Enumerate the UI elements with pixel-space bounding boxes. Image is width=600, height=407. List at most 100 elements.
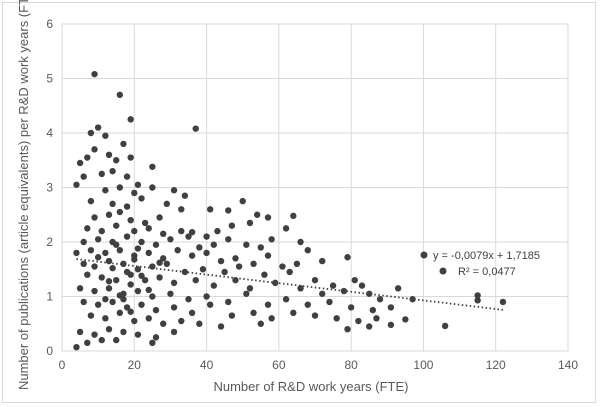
data-point: [123, 173, 131, 180]
data-point: [145, 315, 152, 322]
data-point: [188, 309, 196, 317]
data-point: [91, 146, 98, 153]
data-point: [84, 271, 91, 278]
trendline-equation: y = -0,0079x + 1,7185: [433, 250, 540, 262]
data-point: [290, 212, 297, 220]
data-point: [80, 173, 87, 180]
data-point: [138, 301, 145, 308]
data-point: [225, 207, 232, 214]
data-point: [355, 317, 362, 325]
data-point: [152, 306, 160, 314]
data-point: [98, 170, 105, 178]
data-point: [329, 282, 337, 289]
data-point: [149, 184, 156, 191]
data-point: [134, 266, 142, 273]
data-point: [366, 323, 373, 330]
data-point: [149, 263, 156, 270]
data-point: [246, 285, 254, 292]
data-point: [134, 331, 142, 338]
data-point: [358, 282, 366, 289]
data-point: [84, 154, 91, 161]
data-point: [87, 129, 95, 137]
data-point: [170, 187, 178, 194]
data-point: [228, 222, 236, 229]
data-point: [188, 252, 196, 259]
data-point: [257, 244, 264, 251]
y-tick-label: 2: [46, 235, 53, 249]
x-tick-label: 140: [558, 358, 578, 372]
data-point: [80, 238, 87, 246]
data-point: [94, 254, 102, 261]
data-point: [94, 301, 102, 308]
data-point: [76, 159, 84, 167]
y-tick-label: 4: [46, 126, 53, 140]
data-point: [113, 222, 120, 229]
data-point: [167, 290, 174, 297]
data-point: [102, 132, 109, 139]
data-point: [98, 274, 105, 281]
data-point: [351, 276, 358, 284]
data-point: [98, 336, 105, 344]
data-point: [376, 296, 384, 303]
data-point: [105, 326, 113, 333]
data-point: [261, 271, 268, 278]
data-point: [91, 70, 98, 78]
data-point: [272, 279, 279, 287]
data-point: [109, 200, 116, 208]
data-point: [116, 208, 124, 216]
data-point: [80, 260, 87, 267]
data-point: [127, 116, 134, 123]
data-point: [344, 326, 351, 333]
x-tick-label: 0: [59, 358, 66, 372]
data-point: [138, 195, 145, 202]
data-point: [185, 233, 192, 240]
data-points: [73, 70, 507, 351]
data-point: [131, 189, 138, 197]
data-point: [123, 203, 131, 210]
data-point: [282, 296, 290, 303]
data-point: [138, 238, 145, 246]
data-point: [239, 197, 246, 205]
y-tick-labels: 0 1 2 3 4 5 6: [46, 17, 53, 358]
data-point: [232, 276, 239, 284]
data-point: [152, 334, 160, 341]
data-point: [156, 259, 163, 266]
data-point: [102, 315, 109, 322]
data-point: [120, 260, 127, 267]
data-point: [167, 236, 174, 243]
data-point: [80, 298, 87, 306]
y-tick-label: 3: [46, 181, 53, 195]
data-point: [170, 328, 178, 336]
data-point: [94, 236, 102, 243]
data-point: [225, 236, 232, 243]
data-point: [192, 276, 199, 284]
data-point: [409, 296, 416, 303]
data-point: [156, 214, 163, 221]
data-point: [149, 339, 156, 347]
data-point: [152, 241, 160, 248]
data-point: [185, 296, 192, 303]
x-tick-label: 120: [486, 358, 506, 372]
x-tick-label: 60: [272, 358, 286, 372]
data-point: [123, 304, 131, 311]
y-axis-title: Number of publications (article equivale…: [16, 0, 31, 390]
data-point: [113, 241, 120, 248]
y-tick-label: 1: [46, 290, 53, 304]
data-point: [109, 264, 116, 272]
data-point: [232, 255, 239, 262]
data-point: [203, 233, 210, 240]
data-point: [214, 227, 221, 235]
data-point: [210, 282, 217, 289]
y-tick-label: 0: [46, 344, 53, 358]
data-point: [199, 266, 207, 273]
data-point: [105, 285, 113, 292]
data-point: [87, 197, 95, 205]
data-point: [105, 278, 113, 285]
data-point: [102, 249, 109, 257]
data-point: [217, 323, 225, 330]
data-point: [91, 214, 98, 221]
data-point: [311, 312, 319, 319]
x-tick-label: 100: [413, 358, 433, 372]
data-point: [221, 268, 228, 276]
data-point: [134, 181, 142, 188]
